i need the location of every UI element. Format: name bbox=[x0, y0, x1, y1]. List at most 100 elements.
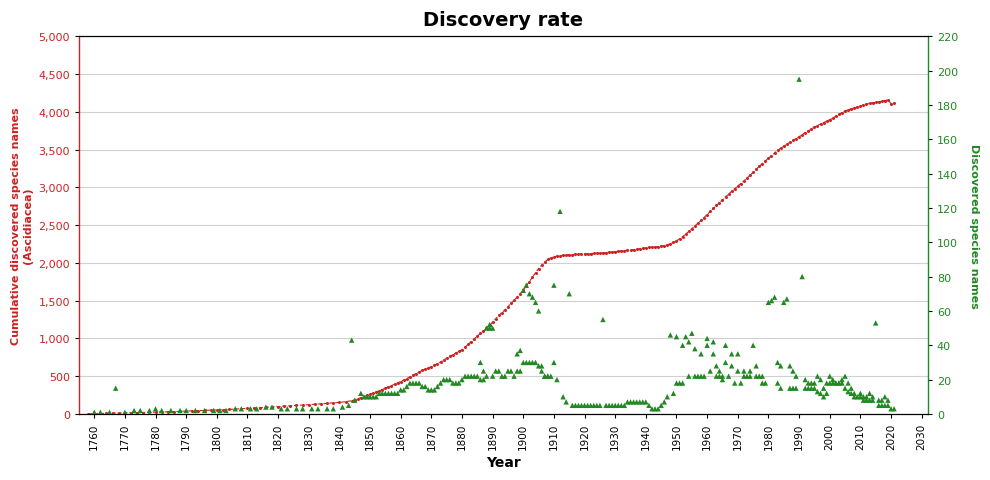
Point bbox=[733, 379, 748, 387]
Point bbox=[705, 350, 721, 358]
Point bbox=[754, 372, 770, 380]
Point bbox=[852, 390, 868, 397]
Point bbox=[414, 383, 430, 391]
Point bbox=[537, 372, 552, 380]
Point bbox=[436, 376, 451, 384]
Point bbox=[638, 398, 653, 406]
Point bbox=[439, 376, 454, 384]
Point bbox=[861, 390, 877, 397]
Point bbox=[561, 290, 577, 298]
Point bbox=[396, 386, 412, 394]
Point bbox=[475, 376, 491, 384]
Point bbox=[102, 408, 118, 416]
Point bbox=[466, 372, 482, 380]
Point bbox=[218, 407, 234, 415]
Point bbox=[614, 402, 630, 409]
Point bbox=[344, 336, 359, 344]
Point bbox=[696, 372, 712, 380]
Point bbox=[813, 390, 829, 397]
Point bbox=[279, 405, 295, 413]
Point bbox=[632, 398, 647, 406]
Point bbox=[549, 376, 565, 384]
Point bbox=[537, 372, 552, 380]
Point bbox=[142, 407, 157, 415]
Point bbox=[356, 393, 372, 401]
Point bbox=[757, 379, 773, 387]
Point bbox=[693, 350, 709, 358]
Point bbox=[516, 287, 532, 295]
Point bbox=[874, 402, 890, 409]
Point bbox=[371, 390, 387, 397]
Point bbox=[570, 402, 586, 409]
Point bbox=[427, 386, 443, 394]
Point bbox=[776, 299, 792, 307]
Point bbox=[871, 402, 887, 409]
Point bbox=[841, 379, 856, 387]
Point bbox=[228, 405, 244, 413]
Point bbox=[797, 376, 813, 384]
Point bbox=[503, 367, 519, 375]
Point bbox=[635, 398, 650, 406]
Point bbox=[702, 367, 718, 375]
Point bbox=[617, 402, 633, 409]
Point bbox=[819, 379, 835, 387]
Point bbox=[855, 396, 871, 404]
Point bbox=[671, 379, 687, 387]
Point bbox=[592, 402, 608, 409]
Point bbox=[163, 407, 179, 415]
Point bbox=[133, 407, 148, 415]
Point bbox=[424, 386, 440, 394]
Point bbox=[712, 367, 728, 375]
Point bbox=[421, 386, 437, 394]
Point bbox=[779, 295, 795, 303]
Point bbox=[108, 384, 124, 392]
Point bbox=[831, 379, 846, 387]
Point bbox=[742, 372, 758, 380]
Point bbox=[626, 398, 642, 406]
Point bbox=[727, 379, 742, 387]
Point bbox=[273, 405, 289, 413]
Point bbox=[690, 372, 706, 380]
Point bbox=[877, 393, 893, 401]
Point bbox=[482, 324, 498, 332]
Point bbox=[705, 338, 721, 346]
Point bbox=[813, 376, 829, 384]
Point bbox=[117, 408, 133, 416]
Point bbox=[810, 388, 826, 396]
Point bbox=[485, 324, 501, 332]
Point bbox=[509, 367, 525, 375]
Point bbox=[828, 379, 843, 387]
Point bbox=[760, 299, 776, 307]
Point bbox=[675, 379, 691, 387]
Point bbox=[874, 396, 890, 404]
Point bbox=[525, 294, 541, 301]
Point bbox=[883, 405, 899, 413]
Point bbox=[709, 362, 725, 370]
Point bbox=[402, 379, 418, 387]
Point bbox=[810, 372, 826, 380]
Point bbox=[769, 379, 785, 387]
Point bbox=[206, 407, 222, 415]
Point bbox=[825, 376, 841, 384]
Point bbox=[724, 350, 740, 358]
Point bbox=[528, 359, 544, 367]
Point bbox=[187, 407, 203, 415]
Point bbox=[730, 367, 745, 375]
Point bbox=[534, 362, 549, 370]
Point bbox=[849, 393, 865, 401]
Point bbox=[724, 362, 740, 370]
Point bbox=[699, 335, 715, 343]
Point bbox=[380, 390, 396, 397]
Point bbox=[310, 405, 326, 413]
Point bbox=[212, 407, 228, 415]
Point bbox=[841, 388, 856, 396]
Point bbox=[519, 282, 535, 289]
Point bbox=[838, 384, 853, 392]
Point bbox=[383, 390, 399, 397]
Point bbox=[534, 367, 549, 375]
Point bbox=[766, 294, 782, 301]
Point bbox=[653, 402, 669, 409]
Point bbox=[573, 402, 589, 409]
Point bbox=[650, 405, 666, 413]
Point bbox=[721, 372, 737, 380]
